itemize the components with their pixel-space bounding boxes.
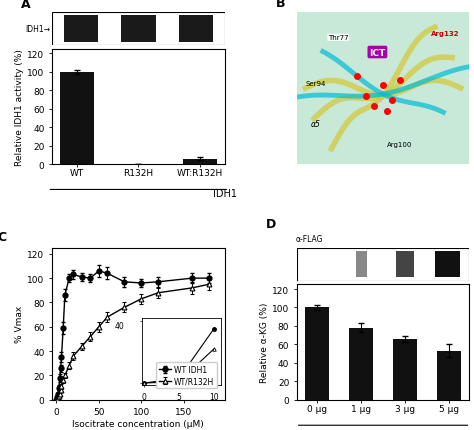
Text: α5: α5 (310, 120, 320, 129)
Text: A: A (21, 0, 31, 11)
Bar (349, 328, 373, 400)
Bar (305, 308, 329, 400)
Bar (64, 16, 98, 43)
Text: Thr77: Thr77 (328, 35, 348, 41)
Bar (437, 351, 461, 400)
Text: IDH1→: IDH1→ (26, 25, 50, 34)
Bar (356, 252, 367, 278)
Text: Arg100: Arg100 (386, 141, 412, 147)
Bar (179, 16, 213, 43)
Text: ICT: ICT (369, 49, 385, 57)
Text: B: B (276, 0, 286, 10)
Text: D: D (266, 217, 276, 230)
Text: Arg132: Arg132 (431, 31, 460, 37)
X-axis label: Isocitrate concentration (μM): Isocitrate concentration (μM) (73, 419, 204, 428)
Bar (435, 252, 460, 278)
Y-axis label: % Vmax: % Vmax (16, 305, 25, 343)
Text: α-FLAG: α-FLAG (295, 234, 323, 243)
Legend: WT IDH1, WT/R132H: WT IDH1, WT/R132H (156, 362, 217, 388)
Text: Ser94: Ser94 (306, 81, 326, 87)
Text: IDH1: IDH1 (212, 189, 237, 199)
Bar (396, 252, 414, 278)
Y-axis label: Relative α-KG (%): Relative α-KG (%) (260, 302, 269, 382)
Bar (393, 339, 417, 400)
Text: C: C (0, 230, 6, 243)
Bar (60, 73, 94, 165)
Y-axis label: Relative IDH1 activity (%): Relative IDH1 activity (%) (16, 49, 25, 166)
Bar (183, 159, 217, 165)
Bar (121, 16, 155, 43)
